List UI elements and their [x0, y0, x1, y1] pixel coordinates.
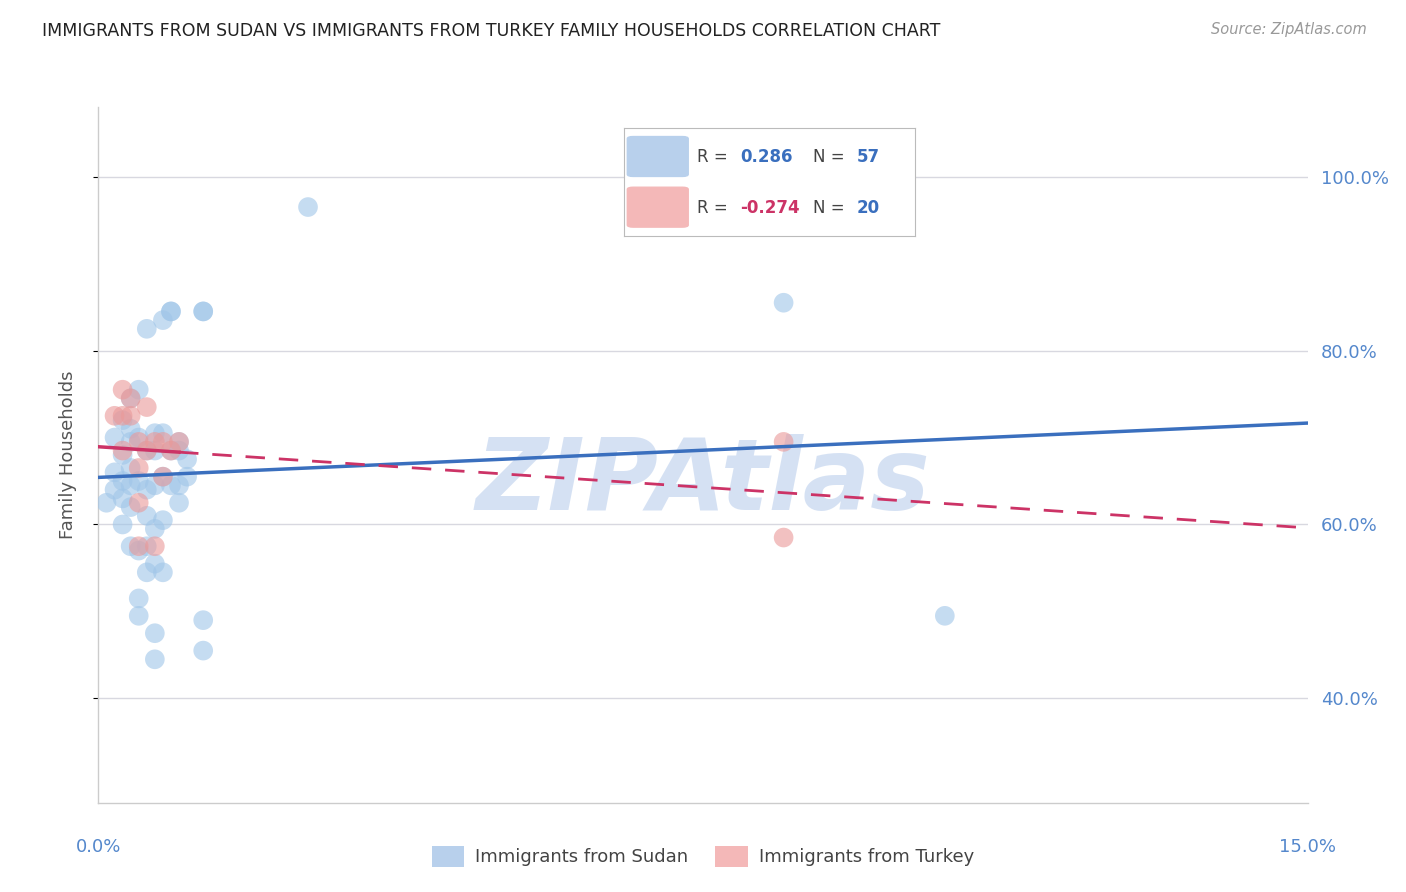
Point	[143, 626, 166, 640]
Point	[772, 295, 794, 310]
Point	[143, 426, 166, 441]
Text: IMMIGRANTS FROM SUDAN VS IMMIGRANTS FROM TURKEY FAMILY HOUSEHOLDS CORRELATION CH: IMMIGRANTS FROM SUDAN VS IMMIGRANTS FROM…	[42, 22, 941, 40]
Point	[111, 409, 134, 423]
Point	[176, 469, 198, 483]
Point	[143, 443, 166, 458]
Text: ZIPAtlas: ZIPAtlas	[475, 434, 931, 532]
Point	[135, 443, 157, 458]
Point	[772, 434, 794, 449]
Point	[143, 434, 166, 449]
Point	[152, 469, 174, 483]
Point	[135, 443, 157, 458]
Point	[135, 322, 157, 336]
Text: 0.0%: 0.0%	[76, 838, 121, 855]
Point	[143, 478, 166, 492]
Point	[120, 434, 142, 449]
Point	[167, 443, 190, 458]
Point	[143, 539, 166, 553]
Point	[128, 434, 150, 449]
Point	[111, 443, 134, 458]
Point	[103, 466, 125, 480]
Y-axis label: Family Households: Family Households	[59, 371, 77, 539]
Point	[152, 469, 174, 483]
Point	[120, 422, 142, 436]
Point	[160, 443, 183, 458]
Point	[160, 304, 183, 318]
Point	[143, 652, 166, 666]
Point	[152, 434, 174, 449]
Point	[111, 413, 134, 427]
Point	[103, 483, 125, 497]
Point	[128, 591, 150, 606]
Point	[167, 434, 190, 449]
Point	[128, 461, 150, 475]
Point	[128, 608, 150, 623]
Point	[135, 539, 157, 553]
Point	[176, 452, 198, 467]
Legend: Immigrants from Sudan, Immigrants from Turkey: Immigrants from Sudan, Immigrants from T…	[425, 838, 981, 874]
Point	[193, 304, 215, 318]
Point	[193, 613, 215, 627]
Point	[160, 443, 183, 458]
Point	[128, 496, 150, 510]
Point	[96, 496, 118, 510]
Point	[143, 522, 166, 536]
Point	[120, 461, 142, 475]
Point	[160, 478, 183, 492]
Text: Source: ZipAtlas.com: Source: ZipAtlas.com	[1211, 22, 1367, 37]
Point	[111, 517, 134, 532]
Point	[120, 539, 142, 553]
Point	[128, 383, 150, 397]
Point	[111, 383, 134, 397]
Point	[297, 200, 319, 214]
Point	[152, 426, 174, 441]
Point	[128, 474, 150, 488]
Point	[152, 313, 174, 327]
Point	[120, 478, 142, 492]
Point	[934, 608, 956, 623]
Point	[120, 392, 142, 406]
Point	[103, 409, 125, 423]
Point	[135, 400, 157, 414]
Point	[128, 539, 150, 553]
Text: 15.0%: 15.0%	[1279, 838, 1336, 855]
Point	[111, 491, 134, 506]
Point	[135, 566, 157, 580]
Point	[135, 508, 157, 523]
Point	[120, 409, 142, 423]
Point	[120, 392, 142, 406]
Point	[160, 304, 183, 318]
Point	[167, 496, 190, 510]
Point	[193, 304, 215, 318]
Point	[152, 566, 174, 580]
Point	[103, 431, 125, 445]
Point	[167, 434, 190, 449]
Point	[772, 531, 794, 545]
Point	[167, 478, 190, 492]
Point	[152, 513, 174, 527]
Point	[111, 448, 134, 462]
Point	[193, 643, 215, 657]
Point	[111, 474, 134, 488]
Point	[128, 431, 150, 445]
Point	[135, 483, 157, 497]
Point	[120, 500, 142, 514]
Point	[128, 543, 150, 558]
Point	[143, 557, 166, 571]
